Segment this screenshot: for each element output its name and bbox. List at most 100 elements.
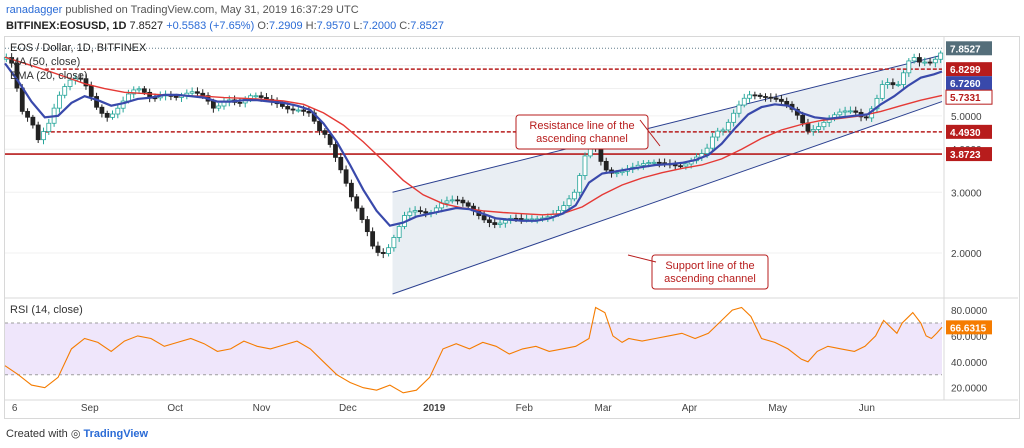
candle-body [364,219,370,233]
annotation-support-text: Support line of the [665,260,754,272]
candle-body [763,96,768,98]
price-badge-label: 3.8723 [950,150,981,161]
candle-body [816,126,821,130]
symbol-label: BITFINEX:EOSUSD, 1D [6,20,127,32]
candle-body [646,162,652,165]
price-badge [946,62,992,77]
channel-support-line [392,101,943,295]
time-tick-label: Apr [682,403,698,414]
high-value: 7.9570 [316,20,351,32]
candle-body [582,155,588,176]
annotation-pointer [639,119,661,147]
rsi-tick-label: 80.0000 [951,306,988,317]
candle-body [492,222,498,225]
price-badge-label: 4.4930 [950,128,981,139]
candle-body [19,87,25,112]
annotation-box-resistance [515,114,649,150]
candle-body [423,211,429,214]
candle-body [333,144,338,158]
candle-body [189,91,195,94]
candle-body [455,199,460,202]
time-tick-label: 6 [12,403,18,414]
price-tick-label: 5.0000 [951,112,982,123]
candle-body [709,136,715,149]
candle-body [598,147,604,162]
candle-body [614,172,620,175]
candle-body [301,109,307,112]
candle-body [343,169,349,184]
candle-body [94,96,99,108]
change-value: +0.5583 (+7.65%) [166,20,255,32]
low-value: 7.2000 [362,20,397,32]
candle-body [141,88,147,93]
candle-body [731,112,737,123]
footer: Created with ◎ TradingView [6,427,148,440]
price-badge [946,41,992,56]
candle-body [779,98,784,102]
candle-body [253,95,259,98]
candle-body [83,78,89,87]
candle-body [715,130,721,138]
candle-body [62,86,68,96]
time-tick-label: Sep [81,403,99,414]
candle-body [115,107,121,115]
chart-frame [4,36,1020,419]
candle-body [104,112,110,118]
price-pane[interactable]: EOS / Dollar, 1D, BITFINEX MA (50, close)… [3,42,944,295]
candle-body [460,199,466,204]
candle-body [938,52,944,60]
candle-body [35,124,41,141]
candle-body [348,182,354,198]
candle-body [773,97,779,100]
close-label: C: [399,20,411,32]
candle-body [571,191,577,200]
candle-body [173,95,179,98]
rsi-badge-label: 66.6315 [950,323,987,334]
candle-body [821,121,827,128]
candle-body [885,82,890,85]
candle-body [895,84,901,86]
rsi-tick-label: 20.0000 [951,384,988,395]
candle-body [879,84,885,99]
price-tick-label: 2.0000 [951,249,982,260]
brand-link[interactable]: TradingView [83,428,149,440]
candle-body [110,113,115,118]
candle-body [370,231,376,247]
candle-body [720,129,726,132]
publish-info: published on TradingView.com, May 31, 20… [65,4,359,16]
time-tick-label: Jun [859,403,875,414]
candle-body [911,57,917,62]
candle-body [842,110,848,113]
candle-body [449,199,455,202]
candle-body [678,165,683,168]
candle-body [757,94,763,97]
candle-body [922,61,928,64]
time-tick-label: Feb [516,403,534,414]
candle-body [656,161,662,164]
rsi-pane[interactable]: RSI (14, close) [4,297,1018,394]
candle-body [237,101,243,104]
candle-body [518,218,524,220]
candle-body [322,130,328,135]
candle-body [396,226,402,238]
legend-ema20: EMA (20, close) [10,70,88,82]
rsi-line [4,306,943,394]
candle-body [672,164,678,167]
annotation-resistance-text: ascending channel [536,133,628,145]
candle-body [561,205,567,211]
publish-line: ranadagger published on TradingView.com,… [6,4,359,16]
candle-body [741,97,747,106]
candle-body [195,91,200,94]
author-link[interactable]: ranadagger [6,4,63,16]
candle-body [465,202,471,207]
candle-body [386,247,391,254]
candle-body [67,79,73,87]
candle-body [566,198,572,207]
candle-body [30,116,36,126]
candle-body [359,207,365,220]
time-tick-label: May [768,403,787,414]
candle-body [577,175,583,193]
candle-body [481,215,487,221]
price-badge-label: 5.7331 [950,93,981,104]
